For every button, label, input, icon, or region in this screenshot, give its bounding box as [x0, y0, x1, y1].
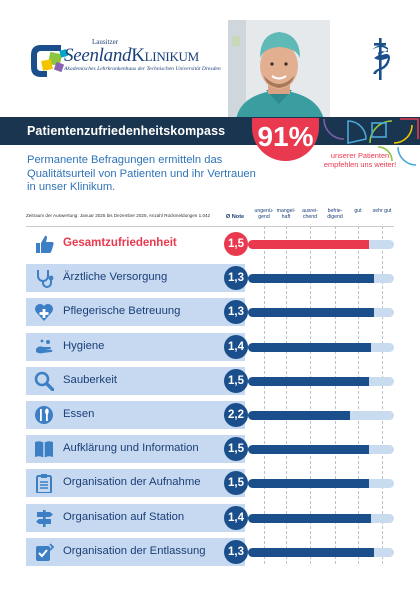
bar-0	[248, 240, 369, 249]
category-label: Pflegerische Betreuung	[63, 305, 181, 318]
grade-label: 1,5	[224, 471, 248, 496]
category-label: Essen	[63, 408, 95, 420]
seenland-logo-icon	[31, 45, 68, 77]
bar-6	[248, 445, 369, 455]
thumbs-up-icon	[36, 235, 54, 253]
category-row: Essen	[26, 401, 245, 429]
brand-pre-name: Lausitzer	[92, 38, 119, 46]
category-label: Ärztliche Versorgung	[63, 271, 168, 284]
bar-8	[248, 513, 372, 523]
magnifier-icon	[34, 371, 54, 391]
scale-label-5: sehr gut	[372, 208, 392, 214]
category-label: Organisation auf Station	[63, 510, 185, 523]
category-label: Organisation der Entlassung	[63, 544, 206, 557]
recommend-percent: 91%	[257, 121, 314, 152]
bar-5	[248, 411, 350, 420]
signpost-icon	[36, 509, 53, 527]
intro-text: Permanente Befragungen ermitteln das Qua…	[27, 154, 256, 194]
scale-label-0: ungenü- gend	[254, 208, 274, 220]
gridline-1	[286, 226, 287, 564]
grade-label: 2,2	[224, 403, 248, 427]
bar-4	[248, 376, 369, 386]
grade-label: 1,5	[224, 437, 248, 462]
grade-label: 1,3	[224, 266, 248, 291]
gridline-4	[358, 226, 359, 564]
category-row: Pflegerische Betreuung	[26, 298, 245, 327]
brand-name-part: Seenland	[64, 45, 132, 66]
bar-2	[248, 308, 374, 318]
bar-9	[248, 547, 374, 557]
scale-label-1: mangel- haft	[276, 208, 296, 220]
grade-column-header: Ø Note	[225, 214, 245, 220]
bar-1	[248, 274, 374, 284]
checklist-icon	[36, 543, 54, 561]
grade-label: 1,3	[224, 300, 248, 325]
gridline-0	[264, 226, 265, 564]
category-row: Organisation auf Station	[26, 503, 245, 532]
category-label: Aufklärung und Information	[63, 442, 199, 455]
category-row: Organisation der Aufnahme	[26, 469, 245, 498]
grade-label: 1,4	[224, 334, 248, 359]
grade-label: 1,4	[224, 505, 248, 530]
brand-subtitle: Akademisches Lehrkrankenhaus der Technis…	[64, 66, 221, 72]
grade-label: 1,5	[224, 232, 248, 256]
scale-label-4: gut	[354, 208, 362, 214]
grade-label: 1,3	[224, 539, 248, 564]
category-label: Gesamtzufriedenheit	[63, 237, 177, 249]
category-row: Hygiene	[26, 332, 245, 361]
category-row: Sauberkeit	[26, 366, 245, 395]
category-label: Hygiene	[63, 339, 105, 352]
bar-3	[248, 342, 372, 352]
evaluation-meta: Zeitraum der Auswertung: Januar 2025 bis…	[26, 213, 211, 218]
category-label: Organisation der Aufnahme	[63, 476, 201, 489]
gridline-3	[335, 226, 336, 564]
hand-wash-icon	[36, 339, 53, 353]
gridline-2	[310, 226, 311, 564]
doctor-portrait-image	[228, 20, 330, 120]
table-top-divider	[26, 226, 394, 227]
category-row: Organisation der Entlassung	[26, 537, 245, 566]
grade-label: 1,5	[224, 368, 248, 393]
clipboard-icon	[36, 474, 52, 494]
category-label: Sauberkeit	[63, 373, 118, 386]
category-row: Ärztliche Versorgung	[26, 264, 245, 293]
category-row: Aufklärung und Information	[26, 435, 245, 464]
brand-name-part2: Klinikum	[131, 45, 199, 66]
recommend-note: unserer Patienten empfehlen uns weiter!	[323, 151, 397, 169]
decorative-pattern	[318, 117, 420, 166]
scale-label-2: ausrei- chend	[302, 208, 318, 220]
asklepios-emblem-icon	[372, 38, 390, 80]
stethoscope-icon	[37, 270, 54, 289]
bar-7	[248, 479, 369, 489]
hospital-wordmark: Lausitzer SeenlandKlinikum Akademisches …	[64, 38, 234, 72]
heart-plus-icon	[35, 304, 53, 322]
brand-name: SeenlandKlinikum	[64, 46, 234, 65]
category-row: Gesamtzufriedenheit	[26, 230, 245, 258]
cutlery-icon	[35, 406, 53, 424]
book-icon	[35, 441, 53, 459]
page-title: Patientenzufriedenheitskompass	[27, 124, 226, 138]
gridline-5	[382, 226, 383, 564]
scale-label-3: befrie- digend	[327, 208, 343, 220]
